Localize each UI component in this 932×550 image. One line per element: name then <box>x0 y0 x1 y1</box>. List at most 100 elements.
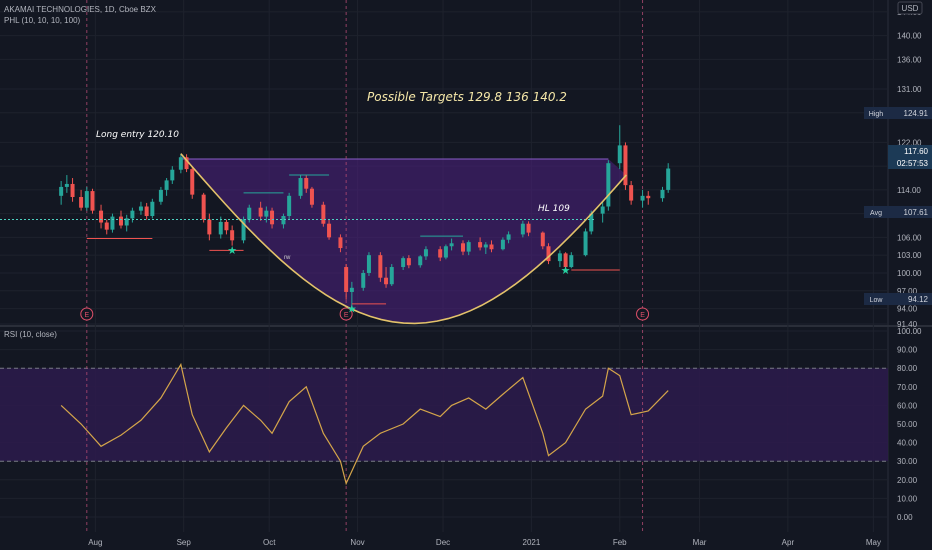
price-tick-label: 131.00 <box>897 85 922 94</box>
candle-body <box>201 194 206 220</box>
price-tick-label: 122.00 <box>897 138 922 147</box>
candle-body <box>281 216 286 225</box>
candle-body <box>124 218 129 226</box>
current-price-bg <box>888 145 932 157</box>
candle-body <box>646 195 651 199</box>
x-tick-label: Feb <box>613 538 627 547</box>
price-tick-label: 94.00 <box>897 305 918 314</box>
countdown: 02:57:53 <box>897 159 929 168</box>
avg-value-bg <box>888 206 932 218</box>
price-tick-label: 91.40 <box>897 320 918 329</box>
candle-body <box>158 189 163 202</box>
symbol-legend[interactable]: AKAMAI TECHNOLOGIES, 1D, Cboe BZX <box>4 5 156 14</box>
earnings-marker <box>339 307 353 321</box>
candle-body <box>406 258 411 266</box>
candle-body <box>623 145 628 186</box>
price-tick-label: 114.00 <box>897 186 921 195</box>
candle-body <box>207 219 212 235</box>
candle-body <box>557 253 562 262</box>
price-tick-label: 100.00 <box>897 269 922 278</box>
rsi-tick-label: 60.00 <box>897 401 918 410</box>
candle-body <box>418 256 423 266</box>
candle-body <box>483 244 488 248</box>
candle-body <box>170 169 175 181</box>
candle-body <box>110 216 115 230</box>
candle-body <box>443 246 448 258</box>
candle-body <box>640 195 645 201</box>
candle-body <box>349 287 354 292</box>
rsi-tick-label: 40.00 <box>897 439 918 448</box>
candle-body <box>384 277 389 285</box>
candle-body <box>569 255 574 268</box>
chart-overlays: E E E★★★Possible Targets 129.8 136 140.2Lo… <box>0 90 650 325</box>
high-value-bg <box>888 107 932 119</box>
candle-body <box>104 222 109 230</box>
candle-body <box>99 210 104 223</box>
candle-body <box>264 210 269 217</box>
currency-button: USD <box>902 4 919 13</box>
x-tick-label: May <box>866 538 881 547</box>
price-tick-label: 106.00 <box>897 233 922 242</box>
candle-body <box>461 243 465 252</box>
candle-body <box>629 185 634 201</box>
rsi-tick-label: 90.00 <box>897 346 918 355</box>
candle-body <box>70 183 75 198</box>
candle-body <box>130 210 135 219</box>
candle-body <box>287 195 292 216</box>
axes: AugSepOctNovDec2021FebMarAprMayJun144.00… <box>88 1 932 547</box>
candle-body <box>90 191 95 211</box>
cup-curve <box>180 153 627 325</box>
candlestick-series <box>59 125 671 308</box>
candle-body <box>344 267 349 292</box>
candle-body <box>247 207 252 220</box>
candle-body <box>660 189 665 199</box>
low-value-bg <box>888 293 932 305</box>
long-entry-annotation: Long entry 120.10 <box>96 130 179 140</box>
avg-tag: Avg <box>870 210 882 217</box>
candle-body <box>144 206 149 216</box>
x-tick-label: Apr <box>782 538 795 547</box>
rsi-tick-label: 100.00 <box>897 327 922 336</box>
star-icon: ★ <box>347 303 357 316</box>
candle-body <box>119 216 123 226</box>
low-value: 94.12 <box>908 295 929 304</box>
low-tag-bg <box>864 293 888 305</box>
rsi-tick-label: 70.00 <box>897 383 918 392</box>
rsi-legend[interactable]: RSI (10, close) <box>4 330 57 339</box>
earnings-marker-label: E <box>344 312 349 319</box>
countdown-bg <box>888 157 932 169</box>
candle-body <box>270 210 275 225</box>
price-tick-label: 136.00 <box>897 55 922 64</box>
rsi-tick-label: 30.00 <box>897 457 918 466</box>
candle-body <box>389 267 394 285</box>
current-price: 117.60 <box>904 147 928 156</box>
earnings-marker <box>636 307 650 321</box>
rsi-line <box>60 362 669 486</box>
x-tick-label: Sep <box>177 538 192 547</box>
candle-body <box>546 246 551 262</box>
rsi-tick-label: 10.00 <box>897 494 918 503</box>
candle-body <box>378 255 383 278</box>
low-tag: Low <box>870 297 884 304</box>
candle-body <box>178 157 183 170</box>
candle-body <box>478 242 483 248</box>
hl-annotation: HL 109 <box>538 204 570 214</box>
earnings-marker <box>80 307 94 321</box>
candle-body <box>224 221 229 231</box>
price-tick-label: 140.00 <box>897 32 922 41</box>
currency-button-bg <box>897 1 923 15</box>
indicator-legend[interactable]: PHL (10, 10, 10, 100) <box>4 16 81 25</box>
candle-body <box>366 255 371 273</box>
rw-annotation: rw <box>284 255 291 261</box>
candle-body <box>150 201 155 216</box>
candle-body <box>304 178 309 189</box>
candle-body <box>617 145 622 164</box>
candle-body <box>489 244 494 250</box>
x-tick-label: Mar <box>693 538 707 547</box>
candle-body <box>600 206 605 214</box>
candle-body <box>526 223 531 233</box>
candle-body <box>361 272 366 288</box>
rsi-band <box>0 368 888 462</box>
candle-body <box>606 163 611 207</box>
rsi-series <box>60 362 669 486</box>
